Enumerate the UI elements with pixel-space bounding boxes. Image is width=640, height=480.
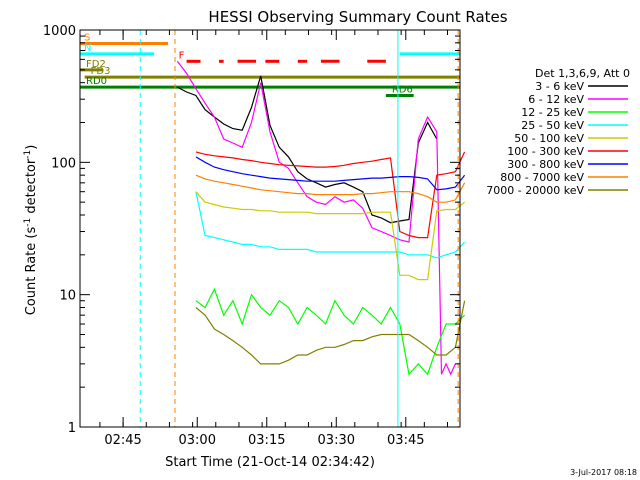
y-tick-label: 10 [59,289,76,304]
legend-label-25-50-kev: 25 - 50 keV [521,119,584,132]
flag-label-rd6: RD6 [392,84,413,95]
series-line-3-6-kev [177,75,438,224]
y-label-main: Count Rate (s [24,227,39,316]
legend-label-50-100-kev: 50 - 100 keV [514,132,584,145]
series-layer [176,60,466,376]
series-line-7000-20000-kev [195,300,466,365]
y-label-sup1: -1 [23,218,33,227]
legend-label-300-800-kev: 300 - 800 keV [507,158,584,171]
x-tick-label: 03:45 [387,433,424,448]
plot-frame [79,29,461,428]
legend-label-3-6-kev: 3 - 6 keV [535,80,584,93]
y-label-mid: detector [24,158,39,218]
legend-label-7000-20000-kev: 7000 - 20000 keV [486,184,584,197]
x-tick-label: 03:15 [248,433,285,448]
flag-label-f: F [179,50,185,61]
flag-label-s: S [84,33,90,44]
legend-label-800-7000-kev: 800 - 7000 keV [500,171,584,184]
legend-label-12-25-kev: 12 - 25 keV [521,106,584,119]
x-tick-label: 03:30 [318,433,355,448]
x-tick-label: 02:45 [104,433,141,448]
x-axis: 02:45 03:00 03:15 03:30 03:45 [99,30,448,448]
y-label-end: ) [24,145,39,150]
legend-header: Det 1,3,6,9, Att 0 [535,67,630,80]
y-label-sup2: -1 [23,150,33,159]
legend-label-100-300-kev: 100 - 300 keV [507,145,584,158]
series-line-50-100-kev [195,191,465,281]
flag-label-fd2: FD2 [86,59,106,70]
series-line-300-800-kev [195,156,466,191]
x-tick-label: 03:00 [179,433,216,448]
flag-label-fd3: FD3 [91,66,111,77]
series-line-6-12-kev [176,60,456,376]
x-axis-label: Start Time (21-Oct-14 02:34:42) [165,455,375,470]
y-axis: 1 10 100 1000 [43,24,460,436]
series-line-25-50-kev [195,191,466,259]
y-tick-label: 1 [68,421,76,436]
flag-label-rd0: RD0 [86,76,107,87]
y-axis-label: Count Rate (s-1 detector-1) [23,145,39,316]
y-tick-label: 100 [51,156,76,171]
footer-date: 3-Jul-2017 08:18 [570,468,637,477]
series-line-100-300-kev [195,151,466,239]
legend-label-6-12-kev: 6 - 12 keV [528,93,584,106]
series-line-12-25-kev [195,287,466,376]
y-tick-label: 1000 [43,24,76,39]
flag-label-n: N [84,43,91,54]
chart-title: HESSI Observing Summary Count Rates [208,8,507,26]
series-line-800-7000-kev [195,174,466,203]
